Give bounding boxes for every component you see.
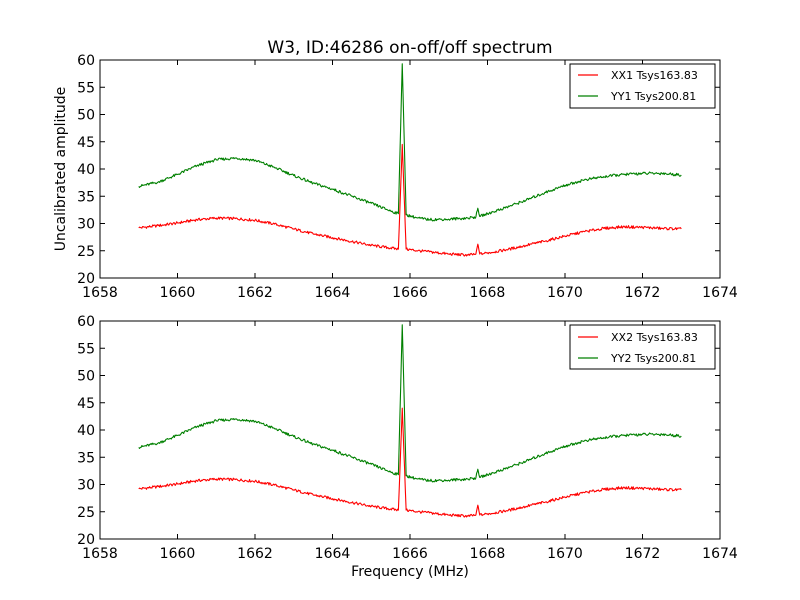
upper-legend-label-yy1: YY1 Tsys200.81 xyxy=(610,90,696,103)
upper-x-tick-label: 1672 xyxy=(625,285,661,301)
lower-y-tick-label: 60 xyxy=(77,314,95,330)
upper-y-tick-label: 45 xyxy=(77,135,95,151)
figure-title: W3, ID:46286 on-off/off spectrum xyxy=(267,38,552,58)
lower-ticks: 1658 1660 1662 1664 1666 1668 1670 1672 1674 20 25… xyxy=(77,314,738,562)
upper-y-tick-label: 25 xyxy=(77,244,95,260)
lower-x-tick-label: 1660 xyxy=(160,546,196,562)
upper-y-tick-label: 60 xyxy=(77,53,95,69)
lower-x-tick-label: 1666 xyxy=(392,546,428,562)
upper-x-tick-label: 1666 xyxy=(392,285,428,301)
lower-panel: 1658 1660 1662 1664 1666 1668 1670 1672 1674 20 25… xyxy=(77,314,738,562)
upper-x-tick-label: 1658 xyxy=(82,285,118,301)
upper-x-tick-label: 1664 xyxy=(315,285,351,301)
lower-legend-box xyxy=(569,324,716,370)
lower-y-tick-label: 30 xyxy=(77,478,95,494)
y-axis-label: Uncalibrated amplitude xyxy=(53,87,69,252)
upper-y-tick-label: 30 xyxy=(77,217,95,233)
lower-y-tick-label: 35 xyxy=(77,450,95,466)
lower-y-tick-label: 25 xyxy=(77,505,95,521)
upper-series-xx1-line xyxy=(138,143,682,257)
lower-legend: XX2 Tsys163.83 YY2 Tsys200.81 xyxy=(569,324,716,370)
upper-ticks: 1658 1660 1662 1664 1666 1668 1670 1672 1674 20 25… xyxy=(77,53,738,301)
x-axis-label: Frequency (MHz) xyxy=(351,564,469,580)
upper-x-tick-label: 1662 xyxy=(237,285,273,301)
upper-series-yy1-line xyxy=(138,63,682,222)
upper-x-tick-label: 1674 xyxy=(702,285,738,301)
lower-y-tick-label: 55 xyxy=(77,341,95,357)
lower-y-tick-label: 50 xyxy=(77,369,95,385)
upper-series-lines xyxy=(138,63,682,257)
upper-y-tick-label: 20 xyxy=(77,271,95,287)
upper-legend: XX1 Tsys163.83 YY1 Tsys200.81 xyxy=(569,63,716,109)
lower-y-tick-label: 20 xyxy=(77,532,95,548)
lower-y-tick-label: 45 xyxy=(77,396,95,412)
lower-series-yy2-line xyxy=(138,324,682,483)
lower-series-xx2-line xyxy=(138,407,682,518)
upper-x-tick-label: 1668 xyxy=(470,285,506,301)
lower-x-tick-label: 1658 xyxy=(82,546,118,562)
lower-x-tick-label: 1674 xyxy=(702,546,738,562)
lower-legend-label-xx2: XX2 Tsys163.83 xyxy=(611,331,698,344)
upper-legend-label-xx1: XX1 Tsys163.83 xyxy=(611,69,698,82)
lower-x-tick-label: 1670 xyxy=(547,546,583,562)
upper-x-tick-label: 1660 xyxy=(160,285,196,301)
lower-x-tick-label: 1668 xyxy=(470,546,506,562)
lower-x-tick-label: 1664 xyxy=(315,546,351,562)
upper-panel: 1658 1660 1662 1664 1666 1668 1670 1672 1674 20 25… xyxy=(77,53,738,301)
lower-x-tick-label: 1672 xyxy=(625,546,661,562)
upper-y-tick-label: 50 xyxy=(77,108,95,124)
upper-x-tick-label: 1670 xyxy=(547,285,583,301)
upper-y-tick-label: 40 xyxy=(77,162,95,178)
lower-series-lines xyxy=(138,324,682,518)
upper-y-tick-label: 35 xyxy=(77,189,95,205)
lower-legend-label-yy2: YY2 Tsys200.81 xyxy=(610,352,696,365)
upper-y-tick-label: 55 xyxy=(77,80,95,96)
lower-x-tick-label: 1662 xyxy=(237,546,273,562)
upper-legend-box xyxy=(569,63,716,109)
lower-y-tick-label: 40 xyxy=(77,423,95,439)
